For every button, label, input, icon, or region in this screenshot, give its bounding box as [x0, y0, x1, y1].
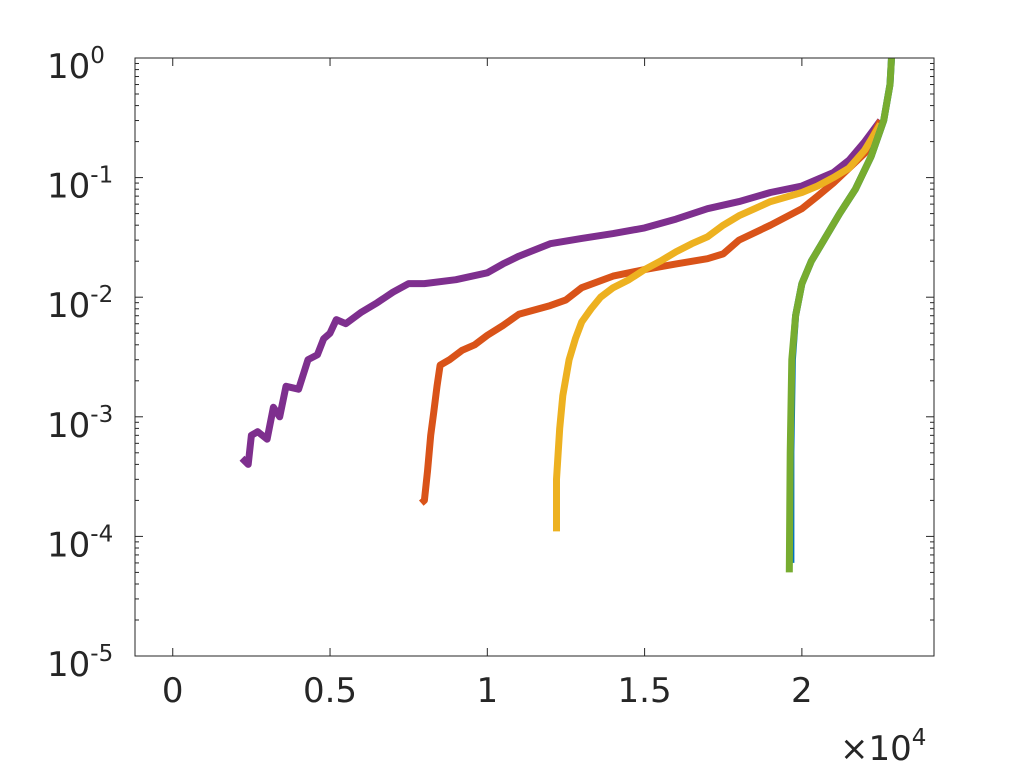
labels-layer: 0 0.5 1 1.5 2 100 10-1 10-2 10-3 10-4 10-5 ×104 [47, 43, 926, 769]
y-tick-label: 100 [47, 43, 105, 87]
x-tick-label: 0.5 [303, 671, 357, 711]
ticks-layer [135, 57, 934, 657]
series-line-2 [419, 118, 884, 506]
x-tick-label: 2 [791, 671, 813, 711]
x-multiplier-label: ×104 [840, 725, 926, 769]
series-line-1 [239, 118, 884, 468]
y-tick-label: 10-4 [47, 521, 113, 565]
series-layer [239, 57, 895, 573]
y-tick-label: 10-3 [47, 402, 113, 446]
x-tick-label: 1.5 [618, 671, 672, 711]
plot-frame [134, 57, 935, 657]
y-tick-label: 10-1 [47, 163, 113, 207]
x-tick-label: 0 [162, 671, 184, 711]
x-tick-label: 1 [476, 671, 498, 711]
series-line-3 [553, 122, 884, 532]
series-line-5 [785, 57, 895, 573]
y-tick-label: 10-5 [47, 641, 113, 685]
plot-area [135, 58, 934, 656]
y-tick-label: 10-2 [47, 282, 113, 326]
